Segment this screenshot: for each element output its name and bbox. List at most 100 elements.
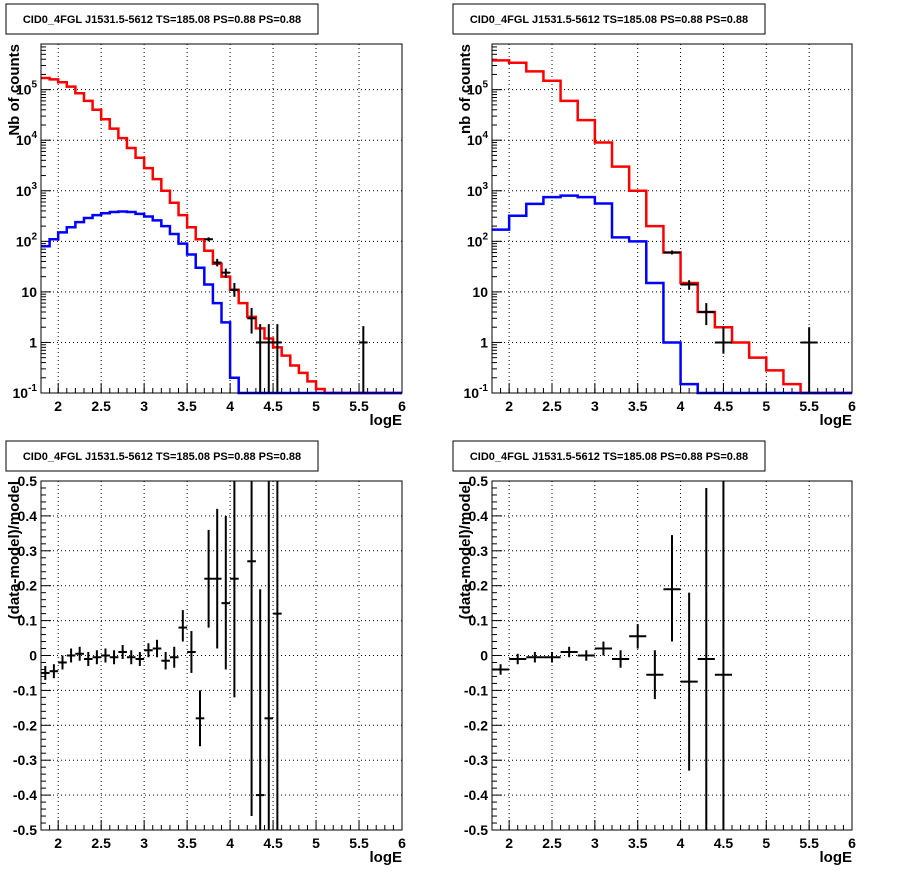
title-box bbox=[5, 440, 319, 472]
data-point bbox=[66, 648, 76, 663]
y-tick-label: 10 bbox=[472, 284, 488, 300]
y-tick-label: -0.2 bbox=[13, 717, 37, 733]
x-tick-label: 2.5 bbox=[91, 398, 111, 414]
data-point bbox=[560, 646, 578, 658]
data-point bbox=[195, 690, 205, 747]
x-tick-label: 4.5 bbox=[714, 398, 734, 414]
chart-title: CID0_4FGL J1531.5-5612 TS=185.08 PS=0.88… bbox=[470, 14, 748, 26]
data-point bbox=[144, 643, 153, 658]
y-tick-base: 10 bbox=[464, 385, 480, 401]
y-tick-label: -0.1 bbox=[464, 682, 488, 698]
y-tick-base: 10 bbox=[16, 183, 32, 199]
data-point bbox=[83, 652, 93, 666]
data-point bbox=[152, 639, 162, 658]
x-tick-label: 4 bbox=[677, 835, 685, 851]
data-point bbox=[264, 481, 274, 830]
x-tick-label: 5 bbox=[312, 835, 320, 851]
data-point bbox=[230, 282, 239, 297]
x-axis-label: logE bbox=[370, 849, 403, 866]
y-tick-label: 0 bbox=[29, 648, 37, 664]
data-point bbox=[273, 324, 282, 393]
data-point bbox=[612, 650, 630, 668]
y-tick-label: 0.3 bbox=[18, 543, 38, 559]
title-box bbox=[452, 3, 766, 35]
x-tick-label: 5.5 bbox=[349, 835, 369, 851]
y-tick-label: -0.3 bbox=[464, 752, 488, 768]
y-tick-label: 0.3 bbox=[469, 543, 489, 559]
chart-title: CID0_4FGL J1531.5-5612 TS=185.08 PS=0.88… bbox=[23, 451, 301, 463]
y-axis-label: (data-model)/model bbox=[6, 481, 23, 619]
y-tick-exponent: 2 bbox=[31, 231, 37, 242]
y-tick-label: 10-1 bbox=[13, 383, 38, 401]
data-point bbox=[359, 326, 368, 393]
x-tick-label: 2 bbox=[505, 835, 513, 851]
grid-lines bbox=[41, 481, 402, 830]
y-tick-label: 1 bbox=[480, 334, 488, 350]
y-tick-label: 0.5 bbox=[469, 473, 489, 489]
y-tick-label: 103 bbox=[16, 181, 38, 199]
y-tick-exponent: 2 bbox=[482, 231, 488, 242]
data-point bbox=[697, 487, 715, 830]
y-tick-label: 1 bbox=[29, 334, 37, 350]
y-tick-label: 10 bbox=[21, 284, 37, 300]
x-tick-label: 2 bbox=[54, 398, 62, 414]
data-point bbox=[212, 508, 222, 649]
data-point bbox=[509, 653, 527, 665]
y-tick-base: 10 bbox=[467, 183, 483, 199]
x-tick-label: 5.5 bbox=[799, 835, 819, 851]
y-tick-exponent: 5 bbox=[31, 80, 37, 91]
y-tick-label: -0.1 bbox=[13, 682, 37, 698]
x-tick-label: 5.5 bbox=[349, 398, 369, 414]
data-point bbox=[680, 280, 698, 290]
y-tick-base: 10 bbox=[16, 82, 32, 98]
data-point bbox=[101, 648, 110, 663]
y-tick-exponent: 4 bbox=[31, 130, 37, 141]
y-tick-label: 104 bbox=[16, 130, 38, 148]
data-point bbox=[273, 481, 282, 830]
x-tick-label: 5 bbox=[762, 398, 770, 414]
data-point bbox=[41, 665, 50, 680]
x-tick-label: 3.5 bbox=[177, 835, 197, 851]
data-point bbox=[212, 258, 222, 267]
y-tick-label: 105 bbox=[16, 80, 38, 98]
y-tick-label: -0.3 bbox=[13, 752, 37, 768]
y-tick-exponent: 3 bbox=[482, 181, 488, 192]
data-point bbox=[714, 327, 732, 354]
chart-title: CID0_4FGL J1531.5-5612 TS=185.08 PS=0.88… bbox=[23, 14, 301, 26]
plot-frame bbox=[491, 43, 853, 394]
x-tick-label: 3 bbox=[140, 398, 148, 414]
chart-title: CID0_4FGL J1531.5-5612 TS=185.08 PS=0.88… bbox=[470, 451, 748, 463]
x-tick-label: 3 bbox=[140, 835, 148, 851]
x-axis-label: logE bbox=[820, 412, 853, 429]
chart-panel-2: CID0_4FGL J1531.5-5612 TS=185.08 PS=0.88… bbox=[452, 3, 856, 429]
data-point bbox=[543, 652, 561, 663]
y-axis-label: nb of counts bbox=[457, 44, 474, 134]
data-point bbox=[204, 237, 213, 242]
data-point bbox=[526, 652, 544, 663]
data-point bbox=[646, 650, 664, 700]
data-point bbox=[75, 646, 84, 661]
x-tick-label: 3 bbox=[591, 398, 599, 414]
x-tick-label: 6 bbox=[848, 835, 856, 851]
plot-frame bbox=[40, 480, 403, 831]
data-points bbox=[41, 481, 282, 830]
x-tick-label: 5 bbox=[312, 398, 320, 414]
data-point bbox=[247, 481, 256, 817]
data-point bbox=[221, 268, 231, 278]
data-point bbox=[109, 650, 119, 665]
data-point bbox=[255, 589, 265, 830]
y-tick-label: 102 bbox=[467, 231, 489, 249]
x-tick-label: 6 bbox=[398, 398, 406, 414]
x-tick-label: 6 bbox=[398, 835, 406, 851]
y-tick-base: 10 bbox=[467, 233, 483, 249]
y-tick-label: 0.2 bbox=[469, 578, 489, 594]
x-tick-label: 4 bbox=[677, 398, 685, 414]
x-tick-label: 2.5 bbox=[91, 835, 111, 851]
histogram-series-1 bbox=[41, 76, 402, 395]
data-point bbox=[204, 529, 213, 628]
y-tick-base: 10 bbox=[13, 385, 29, 401]
plot-frame bbox=[40, 43, 403, 394]
chart-panel-3: CID0_4FGL J1531.5-5612 TS=185.08 PS=0.88… bbox=[5, 440, 406, 866]
title-box bbox=[452, 440, 766, 472]
